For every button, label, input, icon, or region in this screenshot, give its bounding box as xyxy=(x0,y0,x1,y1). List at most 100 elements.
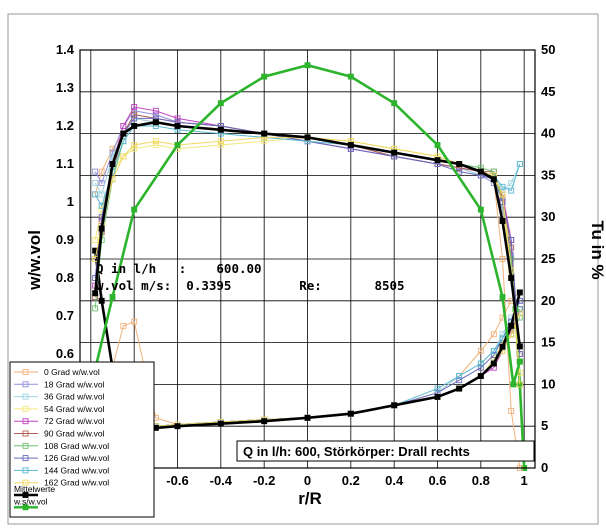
legend-item: 0 Grad w/w.vol xyxy=(14,367,100,377)
data-point xyxy=(304,62,311,69)
data-point xyxy=(347,73,354,80)
y-tick-label: 1 xyxy=(67,194,74,209)
data-point xyxy=(131,318,138,325)
data-point xyxy=(131,111,138,118)
legend-label: 18 Grad w/w.vol xyxy=(44,379,105,389)
legend-label: 162 Grad w/w.vol xyxy=(44,478,109,488)
data-point xyxy=(109,161,116,167)
data-point xyxy=(490,360,497,367)
data-point xyxy=(391,402,398,409)
y-tick-label: 1.3 xyxy=(56,80,74,95)
data-point xyxy=(510,381,517,388)
y2-axis-ticks: 0 5 10 15 20 25 30 35 40 45 50 xyxy=(541,42,555,475)
x-tick-label: -0.2 xyxy=(253,473,275,488)
data-point xyxy=(120,123,127,129)
data-point xyxy=(92,237,99,243)
data-point xyxy=(434,393,441,400)
series-mittelwerte xyxy=(92,119,523,350)
legend-label: w.s/w.vol xyxy=(13,496,48,506)
x-tick-label: 0.4 xyxy=(385,473,404,488)
data-point xyxy=(98,180,105,186)
data-point xyxy=(152,142,159,148)
legend-swatch-marker xyxy=(22,369,29,375)
data-point xyxy=(490,352,497,359)
data-point xyxy=(261,73,268,80)
data-point xyxy=(217,138,224,145)
data-point xyxy=(92,305,99,312)
legend-label: 54 Grad w/w.vol xyxy=(44,404,105,414)
legend-label: 72 Grad w/w.vol xyxy=(44,416,105,426)
x-tick-label: 0.6 xyxy=(428,473,446,488)
data-point xyxy=(92,290,99,297)
legend-item: 162 Grad w/w.vol xyxy=(14,478,109,488)
y2-tick-label: 15 xyxy=(541,335,555,350)
info-line-flow: Q in l/h : 600.00 xyxy=(96,261,262,276)
data-point xyxy=(131,123,138,129)
data-point xyxy=(508,408,515,414)
data-point xyxy=(98,297,105,304)
data-point xyxy=(516,343,523,350)
y-tick-label: 1.4 xyxy=(56,42,75,57)
data-point xyxy=(261,138,268,145)
x-axis-title: r/R xyxy=(298,489,322,508)
data-point xyxy=(152,111,159,118)
data-point xyxy=(499,294,506,300)
legend-swatch-marker xyxy=(22,393,29,400)
x-tick-label: 1 xyxy=(521,473,528,488)
y2-tick-label: 40 xyxy=(541,126,555,141)
y2-axis-title: Tu in % xyxy=(588,220,606,279)
data-point xyxy=(499,343,506,350)
data-point xyxy=(92,191,99,198)
legend-label: 126 Grad w/w.vol xyxy=(44,453,109,463)
x-tick-label: 0.2 xyxy=(342,473,360,488)
data-point xyxy=(174,142,181,148)
data-point xyxy=(347,142,354,148)
legend-swatch-marker xyxy=(22,418,29,425)
y2-tick-label: 30 xyxy=(541,209,555,224)
data-point xyxy=(477,364,484,371)
legend-item: 108 Grad w/w.vol xyxy=(14,441,109,451)
y-tick-label: 0.7 xyxy=(56,308,74,323)
legend-label: Mittelwerte xyxy=(14,484,55,494)
note-box: Q in l/h: 600, Störkörper: Drall rechts xyxy=(236,440,535,462)
data-point xyxy=(477,360,484,367)
data-point xyxy=(456,385,463,392)
legend-label: 0 Grad w/w.vol xyxy=(44,367,100,377)
legend: 0 Grad w/w.vol 18 Grad w/w.vol 36 Grad w/w… xyxy=(9,361,155,518)
data-point xyxy=(217,100,224,107)
data-point xyxy=(131,206,138,213)
y2-tick-label: 45 xyxy=(541,84,555,99)
legend-swatch-marker xyxy=(22,492,29,498)
data-point xyxy=(391,100,398,107)
data-point xyxy=(174,423,181,430)
info-box: Q in l/h : 600.00 w.vol m/s: 0.3395 Re: … xyxy=(96,261,405,293)
data-point xyxy=(217,142,224,148)
data-point xyxy=(120,153,127,160)
y2-tick-label: 25 xyxy=(541,251,555,266)
data-point xyxy=(217,126,224,133)
legend-item: 54 Grad w/w.vol xyxy=(14,404,105,414)
data-point xyxy=(499,199,506,205)
data-point xyxy=(477,206,484,213)
y2-tick-label: 5 xyxy=(541,418,548,433)
data-point xyxy=(490,176,497,183)
legend-swatch-marker xyxy=(22,381,29,388)
data-point xyxy=(434,157,441,164)
data-point xyxy=(174,115,181,122)
data-point xyxy=(434,142,441,148)
y2-tick-label: 20 xyxy=(541,293,555,308)
data-point xyxy=(434,385,441,392)
data-point xyxy=(347,410,354,417)
data-point xyxy=(152,107,159,114)
y2-tick-label: 10 xyxy=(541,376,555,391)
data-point xyxy=(92,168,99,175)
data-point xyxy=(508,322,515,329)
y-tick-label: 0.9 xyxy=(56,232,74,247)
data-point xyxy=(477,373,484,379)
data-point xyxy=(508,275,515,281)
data-point xyxy=(304,414,311,421)
legend-label: 144 Grad w/w.vol xyxy=(44,465,109,475)
data-point xyxy=(152,138,159,145)
data-point xyxy=(261,130,268,137)
